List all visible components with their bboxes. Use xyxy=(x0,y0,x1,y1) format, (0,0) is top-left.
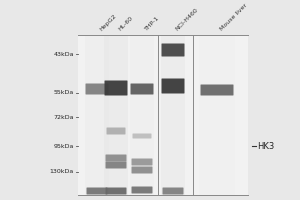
FancyBboxPatch shape xyxy=(86,188,107,194)
FancyBboxPatch shape xyxy=(131,186,152,194)
FancyBboxPatch shape xyxy=(200,84,233,96)
FancyBboxPatch shape xyxy=(133,134,152,138)
Text: 130kDa: 130kDa xyxy=(50,169,74,174)
FancyBboxPatch shape xyxy=(106,154,127,162)
Text: 72kDa: 72kDa xyxy=(53,115,74,120)
Text: 43kDa: 43kDa xyxy=(53,52,74,57)
Text: NCI-H460: NCI-H460 xyxy=(175,7,200,32)
FancyBboxPatch shape xyxy=(130,84,154,95)
Text: HepG2: HepG2 xyxy=(99,13,118,32)
FancyBboxPatch shape xyxy=(131,158,152,166)
FancyBboxPatch shape xyxy=(106,128,125,134)
Text: HK3: HK3 xyxy=(257,142,274,151)
Bar xyxy=(199,35,235,195)
Text: HL-60: HL-60 xyxy=(118,16,134,32)
Text: 55kDa: 55kDa xyxy=(54,90,74,95)
FancyBboxPatch shape xyxy=(104,80,128,96)
Bar xyxy=(104,35,128,195)
FancyBboxPatch shape xyxy=(163,188,184,194)
FancyBboxPatch shape xyxy=(106,188,127,194)
FancyBboxPatch shape xyxy=(131,166,152,173)
FancyBboxPatch shape xyxy=(106,162,127,168)
Text: 95kDa: 95kDa xyxy=(54,144,74,149)
Text: Mouse liver: Mouse liver xyxy=(219,3,248,32)
FancyBboxPatch shape xyxy=(161,44,184,56)
Text: THP-1: THP-1 xyxy=(144,16,160,32)
FancyBboxPatch shape xyxy=(85,84,109,95)
Bar xyxy=(78,35,248,195)
FancyBboxPatch shape xyxy=(161,78,184,94)
Bar xyxy=(130,35,154,195)
Bar xyxy=(85,35,109,195)
Bar xyxy=(161,35,185,195)
